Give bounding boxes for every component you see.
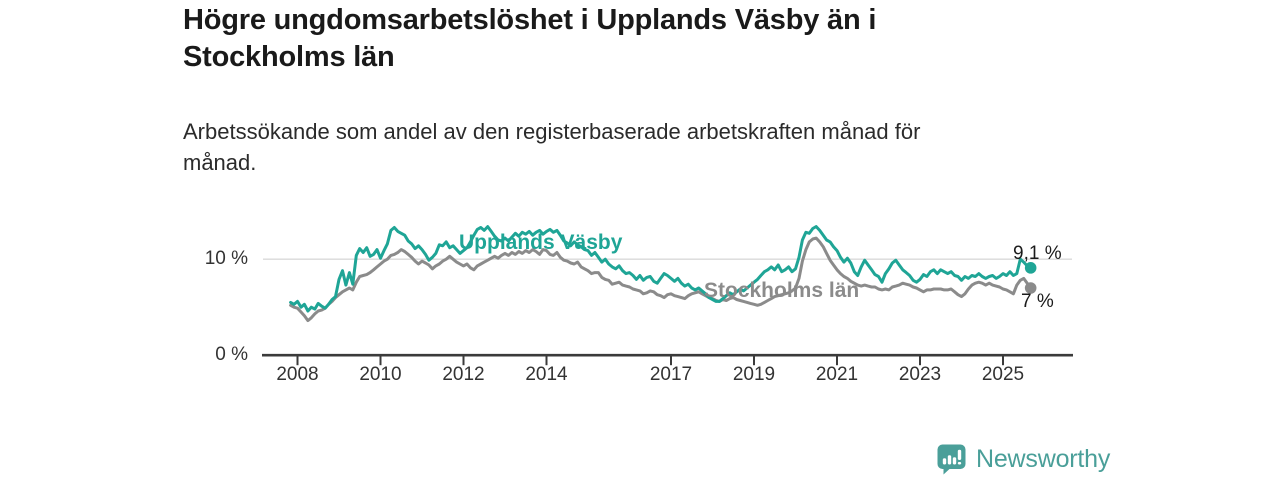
y-axis-tick-label-0: 0 % [215,344,248,365]
chart-subtitle: Arbetssökande som andel av den registerb… [183,116,920,178]
chart-title: Högre ungdomsarbetslöshet i Upplands Väs… [183,2,876,76]
newsworthy-logo-text: Newsworthy [976,444,1111,473]
end-value-label-stockholms-lan: 7 % [1021,291,1054,312]
end-value-label-upplands-vasby: 9,1 % [1013,243,1062,264]
x-axis-tick-label-2019: 2019 [732,364,776,385]
chart-subtitle-line1: Arbetssökande som andel av den registerb… [183,119,921,144]
x-axis-tick-label-2012: 2012 [442,364,485,385]
chart-title-line1: Högre ungdomsarbetslöshet i Upplands Väs… [183,4,877,36]
x-axis-tick-label-2023: 2023 [898,364,942,385]
x-axis-tick-label-2014: 2014 [525,364,568,385]
newsworthy-logo[interactable]: Newsworthy [936,443,1110,475]
y-axis-tick-label-10: 10 % [204,248,248,269]
x-axis-tick-label-2017: 2017 [649,364,693,385]
chart-title-line2: Stockholms län [183,41,395,73]
x-axis-tick-label-2008: 2008 [276,364,319,385]
series-label-upplands-vasby: Upplands Väsby [459,231,623,254]
chart-subtitle-line2: månad. [183,150,257,175]
x-axis-tick-label-2010: 2010 [359,364,402,385]
x-axis-tick-label-2021: 2021 [815,364,859,385]
series-label-stockholms-lan: Stockholms län [704,279,860,302]
x-axis-tick-label-2025: 2025 [981,364,1025,385]
bar-chart-speech-bubble-icon [937,444,966,475]
